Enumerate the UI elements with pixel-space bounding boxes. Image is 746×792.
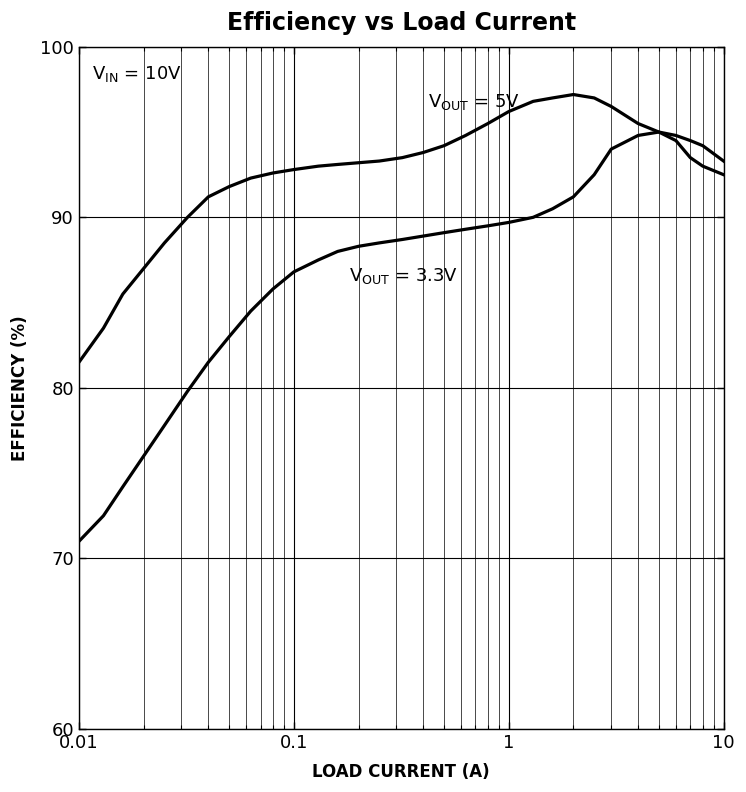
Text: $\mathrm{V_{IN}}$ = 10V: $\mathrm{V_{IN}}$ = 10V: [92, 64, 182, 84]
X-axis label: LOAD CURRENT (A): LOAD CURRENT (A): [313, 763, 490, 781]
Title: Efficiency vs Load Current: Efficiency vs Load Current: [227, 11, 576, 35]
Text: $\mathrm{V_{OUT}}$ = 5V: $\mathrm{V_{OUT}}$ = 5V: [427, 92, 519, 112]
Y-axis label: EFFICIENCY (%): EFFICIENCY (%): [11, 315, 29, 461]
Text: $\mathrm{V_{OUT}}$ = 3.3V: $\mathrm{V_{OUT}}$ = 3.3V: [348, 265, 457, 286]
